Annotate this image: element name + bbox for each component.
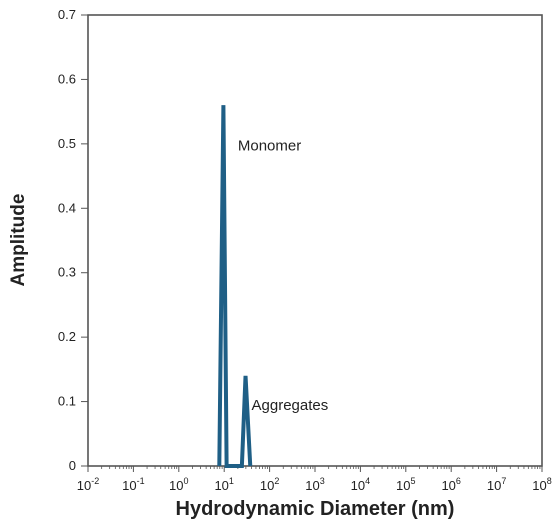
y-axis-title: Amplitude <box>8 194 29 287</box>
x-minor-ticks <box>101 466 541 469</box>
y-tick-label: 0.1 <box>58 394 76 409</box>
x-axis-title: Hydrodynamic Diameter (nm) <box>176 498 455 520</box>
x-tick-label: 100 <box>169 476 188 493</box>
y-tick-label: 0.5 <box>58 136 76 151</box>
y-tick-label: 0.4 <box>58 200 76 215</box>
x-tick-label: 103 <box>305 476 324 493</box>
x-tick-label: 107 <box>487 476 506 493</box>
y-axis: 0 0.1 0.2 0.3 0.4 0.5 0.6 0.7 <box>58 7 88 473</box>
x-tick-label: 10-2 <box>77 476 99 493</box>
x-tick-label: 101 <box>214 476 233 493</box>
series-line <box>217 105 253 468</box>
x-tick-label: 104 <box>351 476 370 493</box>
x-tick-label: 108 <box>532 476 551 493</box>
y-tick-label: 0 <box>69 458 76 473</box>
x-tick-label: 106 <box>441 476 460 493</box>
x-tick-label: 102 <box>260 476 279 493</box>
x-tick-label: 10-1 <box>122 476 144 493</box>
annotation-label: Monomer <box>238 137 301 154</box>
annotations: Monomer Aggregates <box>238 137 328 414</box>
y-tick-label: 0.2 <box>58 329 76 344</box>
y-tick-label: 0.3 <box>58 265 76 280</box>
x-tick-label: 105 <box>396 476 415 493</box>
y-tick-label: 0.7 <box>58 7 76 22</box>
x-axis: 10-2 10-1 100 101 102 103 104 105 106 107 108 <box>77 466 552 493</box>
series-group <box>217 105 253 468</box>
annotation-label: Aggregates <box>252 397 329 414</box>
y-tick-label: 0.6 <box>58 71 76 86</box>
